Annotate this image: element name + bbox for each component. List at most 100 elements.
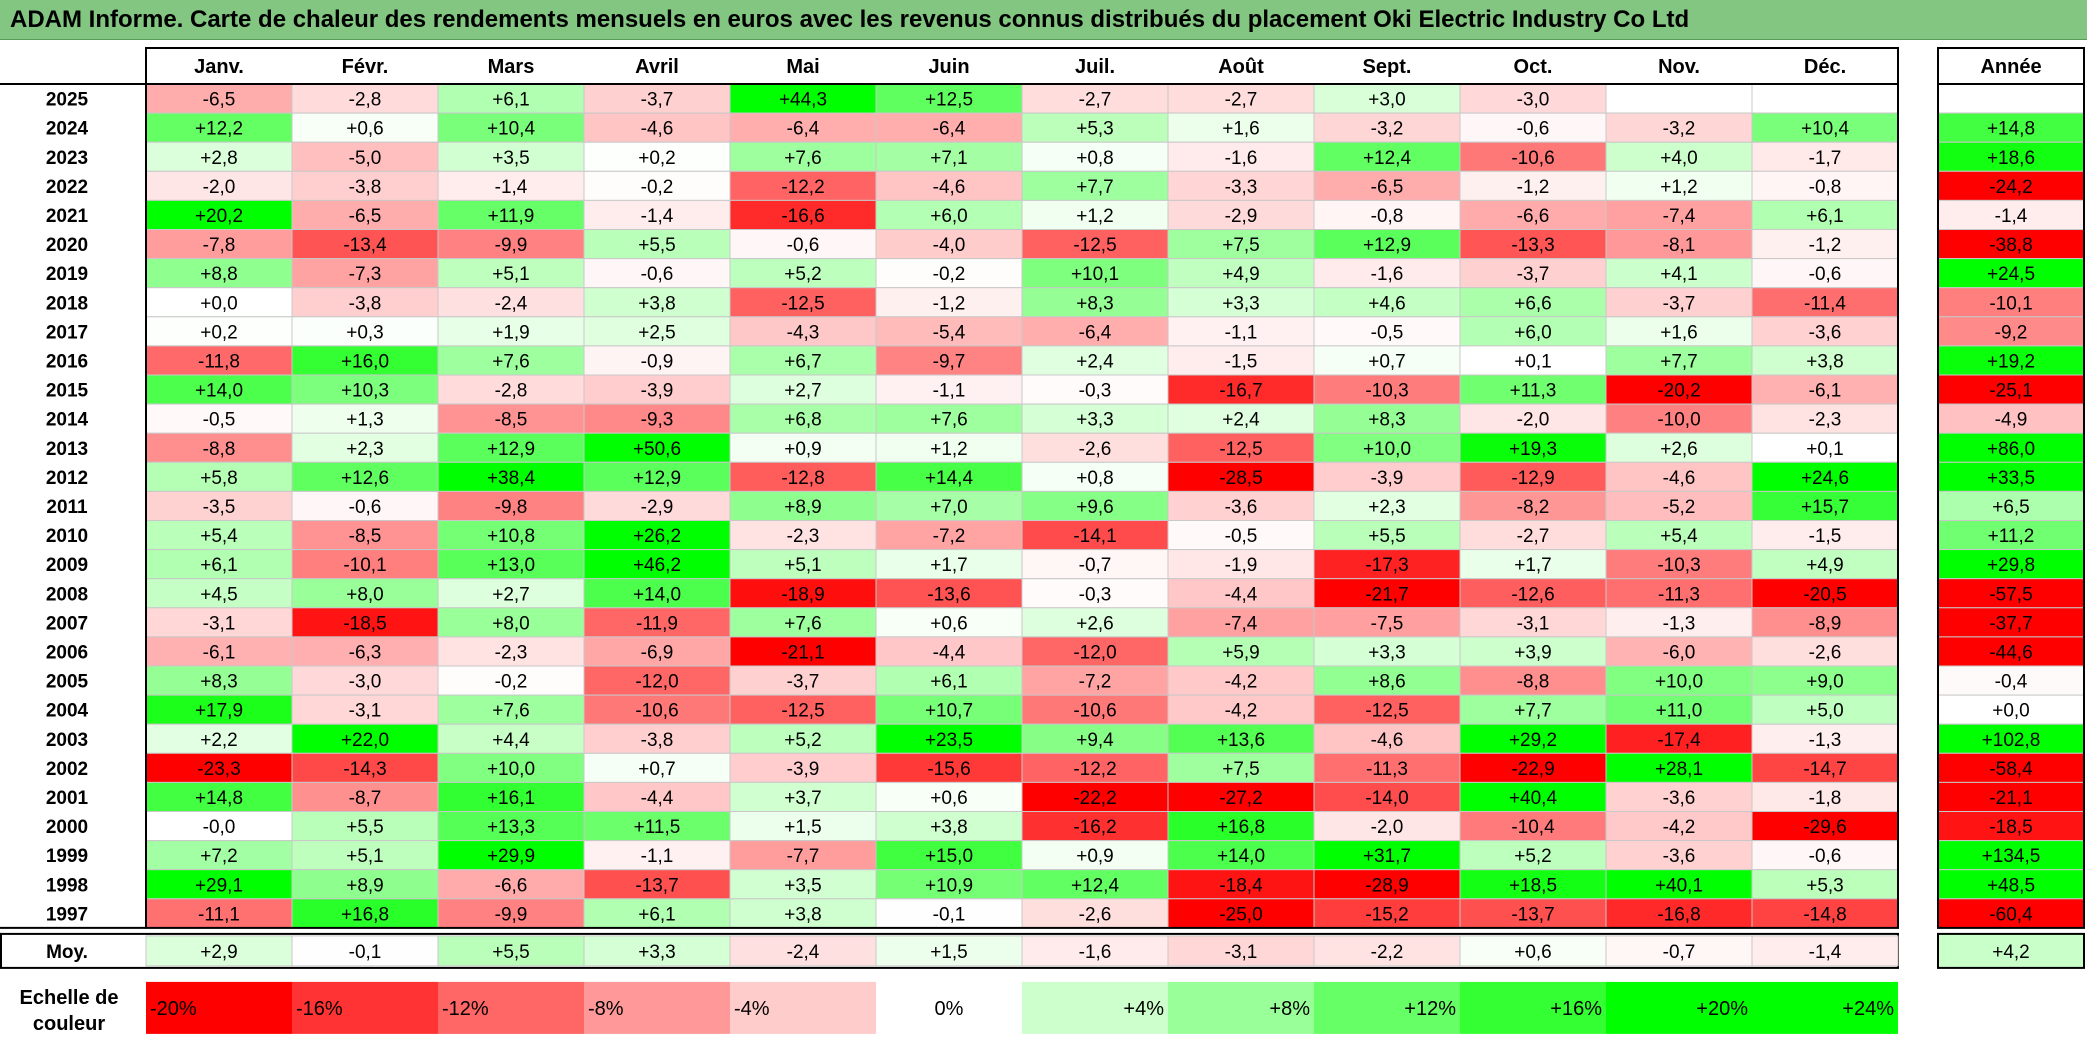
cell-label-2025-3: -3,7 xyxy=(641,90,674,111)
cell-2007-6 xyxy=(1021,607,1169,638)
cell-label-2001-0: +14,8 xyxy=(195,788,243,809)
cell-label-1997-3: +6,1 xyxy=(638,904,676,925)
cell-label-2011-11: +15,7 xyxy=(1801,497,1849,518)
cell-label-2022-11: -0,8 xyxy=(1809,177,1842,198)
year-label-2019: 2019 xyxy=(46,264,88,285)
cell-2023-10 xyxy=(1605,141,1753,172)
annual-label-2017: -9,2 xyxy=(1995,322,2028,343)
cell-2017-9 xyxy=(1459,316,1607,347)
cell-label-1998-6: +12,4 xyxy=(1071,875,1120,896)
cell-label-2005-1: -3,0 xyxy=(349,672,382,693)
cell-label-2004-10: +11,0 xyxy=(1656,701,1703,722)
cell-label-2005-9: -8,8 xyxy=(1517,672,1550,693)
cell-2024-9 xyxy=(1459,112,1607,143)
cell-label-2001-8: -14,0 xyxy=(1365,788,1408,809)
cell-2023-1 xyxy=(291,141,439,172)
cell-label-2015-2: -2,8 xyxy=(495,381,528,402)
cell-2007-0 xyxy=(145,607,293,638)
cell-label-2004-11: +5,0 xyxy=(1806,701,1844,722)
cell-1997-5 xyxy=(875,898,1023,929)
cell-2025-3 xyxy=(583,83,731,114)
cell-label-2012-4: -12,8 xyxy=(781,468,824,489)
cell-label-2004-8: -12,5 xyxy=(1365,701,1408,722)
cell-2020-6 xyxy=(1021,229,1169,260)
year-label-2011: 2011 xyxy=(46,497,88,518)
cell-label-2018-11: -11,4 xyxy=(1804,293,1846,314)
average-cell-3 xyxy=(583,935,731,967)
cell-2001-4 xyxy=(729,781,877,813)
cell-label-2007-10: -1,3 xyxy=(1663,613,1696,634)
cell-2001-10 xyxy=(1605,781,1753,813)
cell-label-2011-4: +8,9 xyxy=(784,497,822,518)
cell-2007-1 xyxy=(291,607,439,638)
cell-2019-8 xyxy=(1313,258,1461,289)
cell-label-2016-6: +2,4 xyxy=(1076,351,1114,372)
cell-label-2003-3: -3,8 xyxy=(641,730,674,751)
cell-1999-1 xyxy=(291,840,439,871)
cell-2020-1 xyxy=(291,229,439,260)
cell-label-1998-3: -13,7 xyxy=(635,875,678,896)
month-header-6: Juil. xyxy=(1075,56,1115,78)
cell-label-2014-1: +1,3 xyxy=(346,410,384,431)
cell-label-2001-4: +3,7 xyxy=(784,788,822,809)
cell-label-2004-2: +7,6 xyxy=(492,701,530,722)
cell-label-2014-3: -9,3 xyxy=(641,410,674,431)
cell-label-2024-8: -3,2 xyxy=(1371,119,1404,140)
cell-label-2002-6: -12,2 xyxy=(1073,759,1116,780)
cell-2009-3 xyxy=(583,549,731,580)
cell-2010-3 xyxy=(583,520,731,551)
cell-2012-0 xyxy=(145,461,293,492)
year-label-2018: 2018 xyxy=(46,293,88,314)
cell-label-2003-2: +4,4 xyxy=(492,730,530,751)
cell-label-2018-3: +3,8 xyxy=(638,293,676,314)
cell-label-2000-11: -29,6 xyxy=(1803,817,1846,838)
cell-2013-11 xyxy=(1751,432,1899,463)
cell-2017-4 xyxy=(729,316,877,347)
cell-1998-8 xyxy=(1313,869,1461,900)
cell-1997-6 xyxy=(1021,898,1169,929)
year-label-1997: 1997 xyxy=(46,904,88,925)
cell-2015-0 xyxy=(145,374,293,405)
annual-cell-2021 xyxy=(1937,199,2085,230)
cell-label-2015-5: -1,1 xyxy=(933,381,966,402)
title-bar: ADAM Informe. Carte de chaleur des rende… xyxy=(0,0,2087,40)
cell-label-2001-7: -27,2 xyxy=(1219,788,1262,809)
cell-label-2007-6: +2,6 xyxy=(1076,613,1114,634)
cell-label-1999-2: +29,9 xyxy=(487,846,535,867)
cell-2005-5 xyxy=(875,665,1023,696)
cell-label-2005-2: -0,2 xyxy=(495,672,528,693)
cell-1997-4 xyxy=(729,898,877,929)
cell-label-2012-7: -28,5 xyxy=(1219,468,1262,489)
average-value-2: +5,5 xyxy=(492,942,530,963)
year-label-2001: 2001 xyxy=(46,788,89,809)
cell-2011-3 xyxy=(583,490,731,521)
cell-label-1999-3: -1,1 xyxy=(641,846,674,867)
cell-label-2002-0: -23,3 xyxy=(197,759,240,780)
cell-2020-4 xyxy=(729,229,877,260)
cell-label-2014-10: -10,0 xyxy=(1657,410,1700,431)
cell-label-2014-0: -0,5 xyxy=(203,410,236,431)
cell-2002-2 xyxy=(437,752,585,783)
cell-label-2016-10: +7,7 xyxy=(1660,351,1698,372)
cell-label-1997-2: -9,9 xyxy=(495,904,528,925)
cell-2009-9 xyxy=(1459,549,1607,580)
cell-2003-9 xyxy=(1459,723,1607,754)
annual-label-2018: -10,1 xyxy=(1989,293,2032,314)
cell-2007-9 xyxy=(1459,607,1607,638)
cell-2004-1 xyxy=(291,694,439,725)
annual-label-2014: -4,9 xyxy=(1995,410,2028,431)
cell-label-2021-1: -6,5 xyxy=(349,206,382,227)
cell-2006-7 xyxy=(1167,636,1315,667)
cell-label-2001-11: -1,8 xyxy=(1809,788,1842,809)
cell-label-2009-7: -1,9 xyxy=(1225,555,1258,576)
annual-cell-2009 xyxy=(1937,549,2085,580)
cell-2014-8 xyxy=(1313,403,1461,434)
cell-2006-8 xyxy=(1313,636,1461,667)
cell-label-2010-6: -14,1 xyxy=(1073,526,1116,547)
scale-swatch-label-11: +24% xyxy=(1842,998,1894,1020)
cell-label-2004-3: -10,6 xyxy=(635,701,678,722)
cell-label-2024-0: +12,2 xyxy=(195,119,243,140)
cell-label-2017-9: +6,0 xyxy=(1514,322,1552,343)
annual-cell-1998 xyxy=(1937,869,2085,900)
cell-label-2017-0: +0,2 xyxy=(200,322,238,343)
